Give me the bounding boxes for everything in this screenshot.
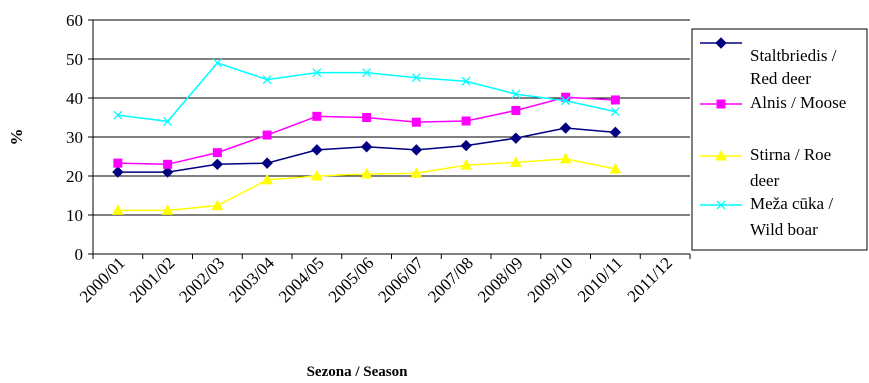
legend-marker — [716, 200, 726, 210]
data-point — [112, 204, 124, 215]
y-tick-label: 20 — [66, 167, 83, 186]
data-point — [609, 126, 622, 139]
data-point — [559, 122, 572, 134]
data-point — [559, 152, 572, 164]
legend-label: Wild boar — [750, 220, 818, 239]
legend-label: deer — [750, 171, 780, 190]
x-tick-labels: 2000/012001/022002/032003/042004/052005/… — [76, 253, 676, 306]
data-point — [610, 95, 620, 105]
gridlines — [93, 19, 690, 216]
data-point — [609, 162, 622, 174]
x-tick-label: 2002/03 — [175, 253, 228, 306]
data-point — [510, 132, 522, 144]
data-point — [510, 156, 522, 167]
data-point — [461, 116, 471, 126]
data-point — [211, 158, 224, 171]
x-tick-label: 2003/04 — [225, 253, 278, 306]
y-tick-label: 10 — [66, 206, 83, 225]
data-point — [362, 113, 372, 122]
data-point — [212, 58, 222, 68]
data-point — [161, 204, 174, 215]
data-point — [161, 166, 174, 178]
data-point — [410, 144, 423, 156]
y-tick-labels: 0 10 20 30 40 50 60 — [66, 11, 83, 264]
legend-label: Staltbriedis / — [750, 46, 837, 65]
data-point — [561, 96, 571, 106]
data-point — [112, 166, 124, 178]
data-point — [163, 116, 173, 126]
y-tick-label: 50 — [66, 50, 83, 69]
data-point — [113, 158, 123, 168]
x-tick-label: 2011/12 — [624, 253, 676, 305]
x-tick-label: 2009/10 — [524, 253, 577, 306]
x-tick-label: 2005/06 — [325, 253, 378, 306]
legend-marker — [716, 99, 726, 109]
y-tick-label: 60 — [66, 11, 83, 30]
data-point — [262, 130, 272, 140]
data-point — [163, 159, 173, 169]
data-point — [211, 199, 224, 211]
data-point — [312, 68, 322, 78]
legend-label: Red deer — [750, 69, 811, 88]
x-tick-label: 2004/05 — [275, 253, 328, 306]
data-point — [460, 139, 472, 152]
data-point — [261, 157, 273, 169]
data-point — [212, 148, 222, 158]
series-line-1 — [117, 96, 616, 166]
y-tick-label: 30 — [66, 128, 83, 147]
data-point — [362, 68, 372, 78]
data-point — [261, 173, 273, 185]
data-point — [311, 169, 323, 181]
legend-label: Alnis / Moose — [750, 93, 846, 112]
x-tick-label: 2010/11 — [574, 253, 626, 305]
x-tick-label: 2006/07 — [374, 253, 427, 306]
data-point — [311, 144, 323, 156]
x-tick-label: 2007/08 — [424, 253, 477, 306]
data-point — [360, 141, 373, 153]
series-lines — [112, 58, 622, 215]
y-axis-label: % — [7, 129, 26, 146]
axes — [88, 19, 691, 259]
x-tick-label: 2001/02 — [126, 253, 179, 306]
data-point — [610, 107, 620, 117]
data-point — [511, 105, 521, 115]
data-point — [411, 117, 421, 127]
data-point — [113, 110, 123, 120]
legend-marker — [715, 37, 727, 49]
legend-label: Stirna / Roe — [750, 145, 831, 164]
x-tick-label: 2000/01 — [76, 253, 129, 306]
x-axis-label: Sezona / Season — [307, 364, 409, 380]
data-point — [360, 168, 373, 179]
data-point — [511, 89, 521, 99]
data-point — [411, 73, 421, 83]
series-line-2 — [117, 158, 616, 212]
series-line-3 — [117, 62, 616, 123]
legend-marker — [715, 149, 727, 161]
y-tick-label: 0 — [75, 245, 84, 264]
data-point — [461, 76, 471, 86]
data-point — [410, 167, 423, 178]
legend-box — [691, 28, 868, 251]
x-tick-label: 2008/09 — [474, 253, 527, 306]
y-tick-label: 40 — [66, 89, 83, 108]
legend-label: Meža cūka / — [750, 194, 833, 213]
data-point — [460, 159, 472, 170]
legend: Staltbriedis / Red deer Alnis / Moose Stirn… — [691, 28, 868, 251]
data-point — [312, 111, 322, 121]
data-point — [262, 75, 272, 85]
